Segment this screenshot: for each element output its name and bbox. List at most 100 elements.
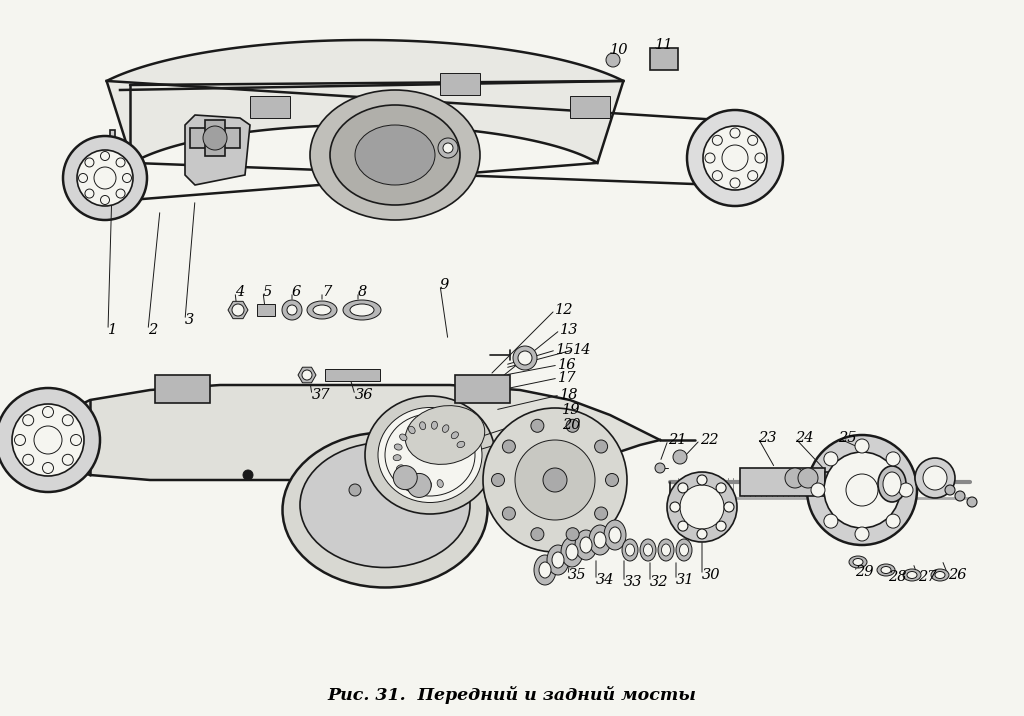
Circle shape (63, 136, 147, 220)
Circle shape (566, 528, 580, 541)
Circle shape (94, 167, 116, 189)
Circle shape (855, 439, 869, 453)
Text: 27: 27 (918, 570, 937, 584)
Ellipse shape (396, 465, 404, 471)
Circle shape (670, 502, 680, 512)
Ellipse shape (300, 442, 470, 568)
Circle shape (100, 195, 110, 205)
Text: 30: 30 (702, 568, 721, 582)
Circle shape (100, 152, 110, 160)
Circle shape (713, 170, 722, 180)
Ellipse shape (539, 562, 551, 578)
Text: 20: 20 (562, 418, 581, 432)
Text: 15: 15 (556, 343, 574, 357)
Ellipse shape (547, 545, 569, 575)
Circle shape (716, 483, 726, 493)
Circle shape (43, 407, 53, 417)
Circle shape (503, 507, 515, 520)
Circle shape (811, 483, 825, 497)
Ellipse shape (534, 555, 556, 585)
Circle shape (846, 474, 878, 506)
Bar (740, 468, 825, 496)
Text: 26: 26 (948, 568, 967, 582)
Circle shape (71, 435, 82, 445)
Text: 33: 33 (624, 575, 642, 589)
Text: 14: 14 (573, 343, 592, 357)
Circle shape (798, 468, 818, 488)
Ellipse shape (640, 539, 656, 561)
Ellipse shape (853, 558, 863, 566)
Circle shape (34, 426, 62, 454)
Circle shape (713, 135, 722, 145)
Circle shape (687, 110, 783, 206)
Circle shape (443, 143, 453, 153)
Circle shape (605, 473, 618, 486)
Text: 32: 32 (650, 575, 669, 589)
Circle shape (667, 472, 737, 542)
Bar (325, 369, 380, 381)
Circle shape (703, 126, 767, 190)
Circle shape (530, 420, 544, 432)
Ellipse shape (283, 432, 487, 588)
Circle shape (12, 404, 84, 476)
Text: 1: 1 (108, 323, 118, 337)
Circle shape (955, 491, 965, 501)
Circle shape (287, 305, 297, 315)
Circle shape (748, 135, 758, 145)
Circle shape (79, 173, 87, 183)
Circle shape (886, 514, 900, 528)
Circle shape (595, 440, 607, 453)
Ellipse shape (662, 544, 671, 556)
Circle shape (123, 173, 131, 183)
Polygon shape (95, 130, 115, 200)
Ellipse shape (310, 90, 480, 220)
Polygon shape (185, 115, 250, 185)
Ellipse shape (849, 556, 867, 568)
Circle shape (785, 468, 805, 488)
Ellipse shape (409, 426, 415, 434)
Circle shape (824, 452, 900, 528)
Text: 8: 8 (358, 285, 368, 299)
Text: 13: 13 (560, 323, 579, 337)
Circle shape (85, 189, 94, 198)
Text: 6: 6 (292, 285, 301, 299)
Circle shape (483, 408, 627, 552)
Ellipse shape (907, 571, 918, 579)
Text: 34: 34 (596, 573, 614, 587)
Circle shape (680, 485, 724, 529)
Bar (650, 48, 678, 70)
Text: 5: 5 (263, 285, 272, 299)
Circle shape (923, 466, 947, 490)
Bar (257, 304, 275, 316)
Ellipse shape (442, 425, 449, 432)
Circle shape (14, 435, 26, 445)
Circle shape (62, 454, 74, 465)
Circle shape (697, 529, 707, 539)
Ellipse shape (406, 405, 484, 465)
Circle shape (232, 304, 244, 316)
Text: 22: 22 (700, 433, 719, 447)
Circle shape (716, 521, 726, 531)
Circle shape (302, 370, 312, 380)
Circle shape (282, 300, 302, 320)
Circle shape (518, 351, 532, 365)
Ellipse shape (903, 569, 921, 581)
Circle shape (349, 484, 361, 496)
Text: 16: 16 (558, 358, 577, 372)
Circle shape (595, 507, 607, 520)
Ellipse shape (552, 552, 564, 568)
Circle shape (899, 483, 913, 497)
Circle shape (503, 440, 515, 453)
Polygon shape (106, 40, 624, 163)
Text: 7: 7 (322, 285, 331, 299)
Ellipse shape (589, 525, 611, 555)
Circle shape (606, 53, 620, 67)
Text: 29: 29 (855, 565, 873, 579)
Ellipse shape (355, 125, 435, 185)
Ellipse shape (883, 472, 901, 496)
Ellipse shape (626, 544, 635, 556)
Text: 11: 11 (655, 38, 674, 52)
Circle shape (705, 153, 715, 163)
Ellipse shape (403, 473, 411, 480)
Ellipse shape (420, 422, 426, 430)
